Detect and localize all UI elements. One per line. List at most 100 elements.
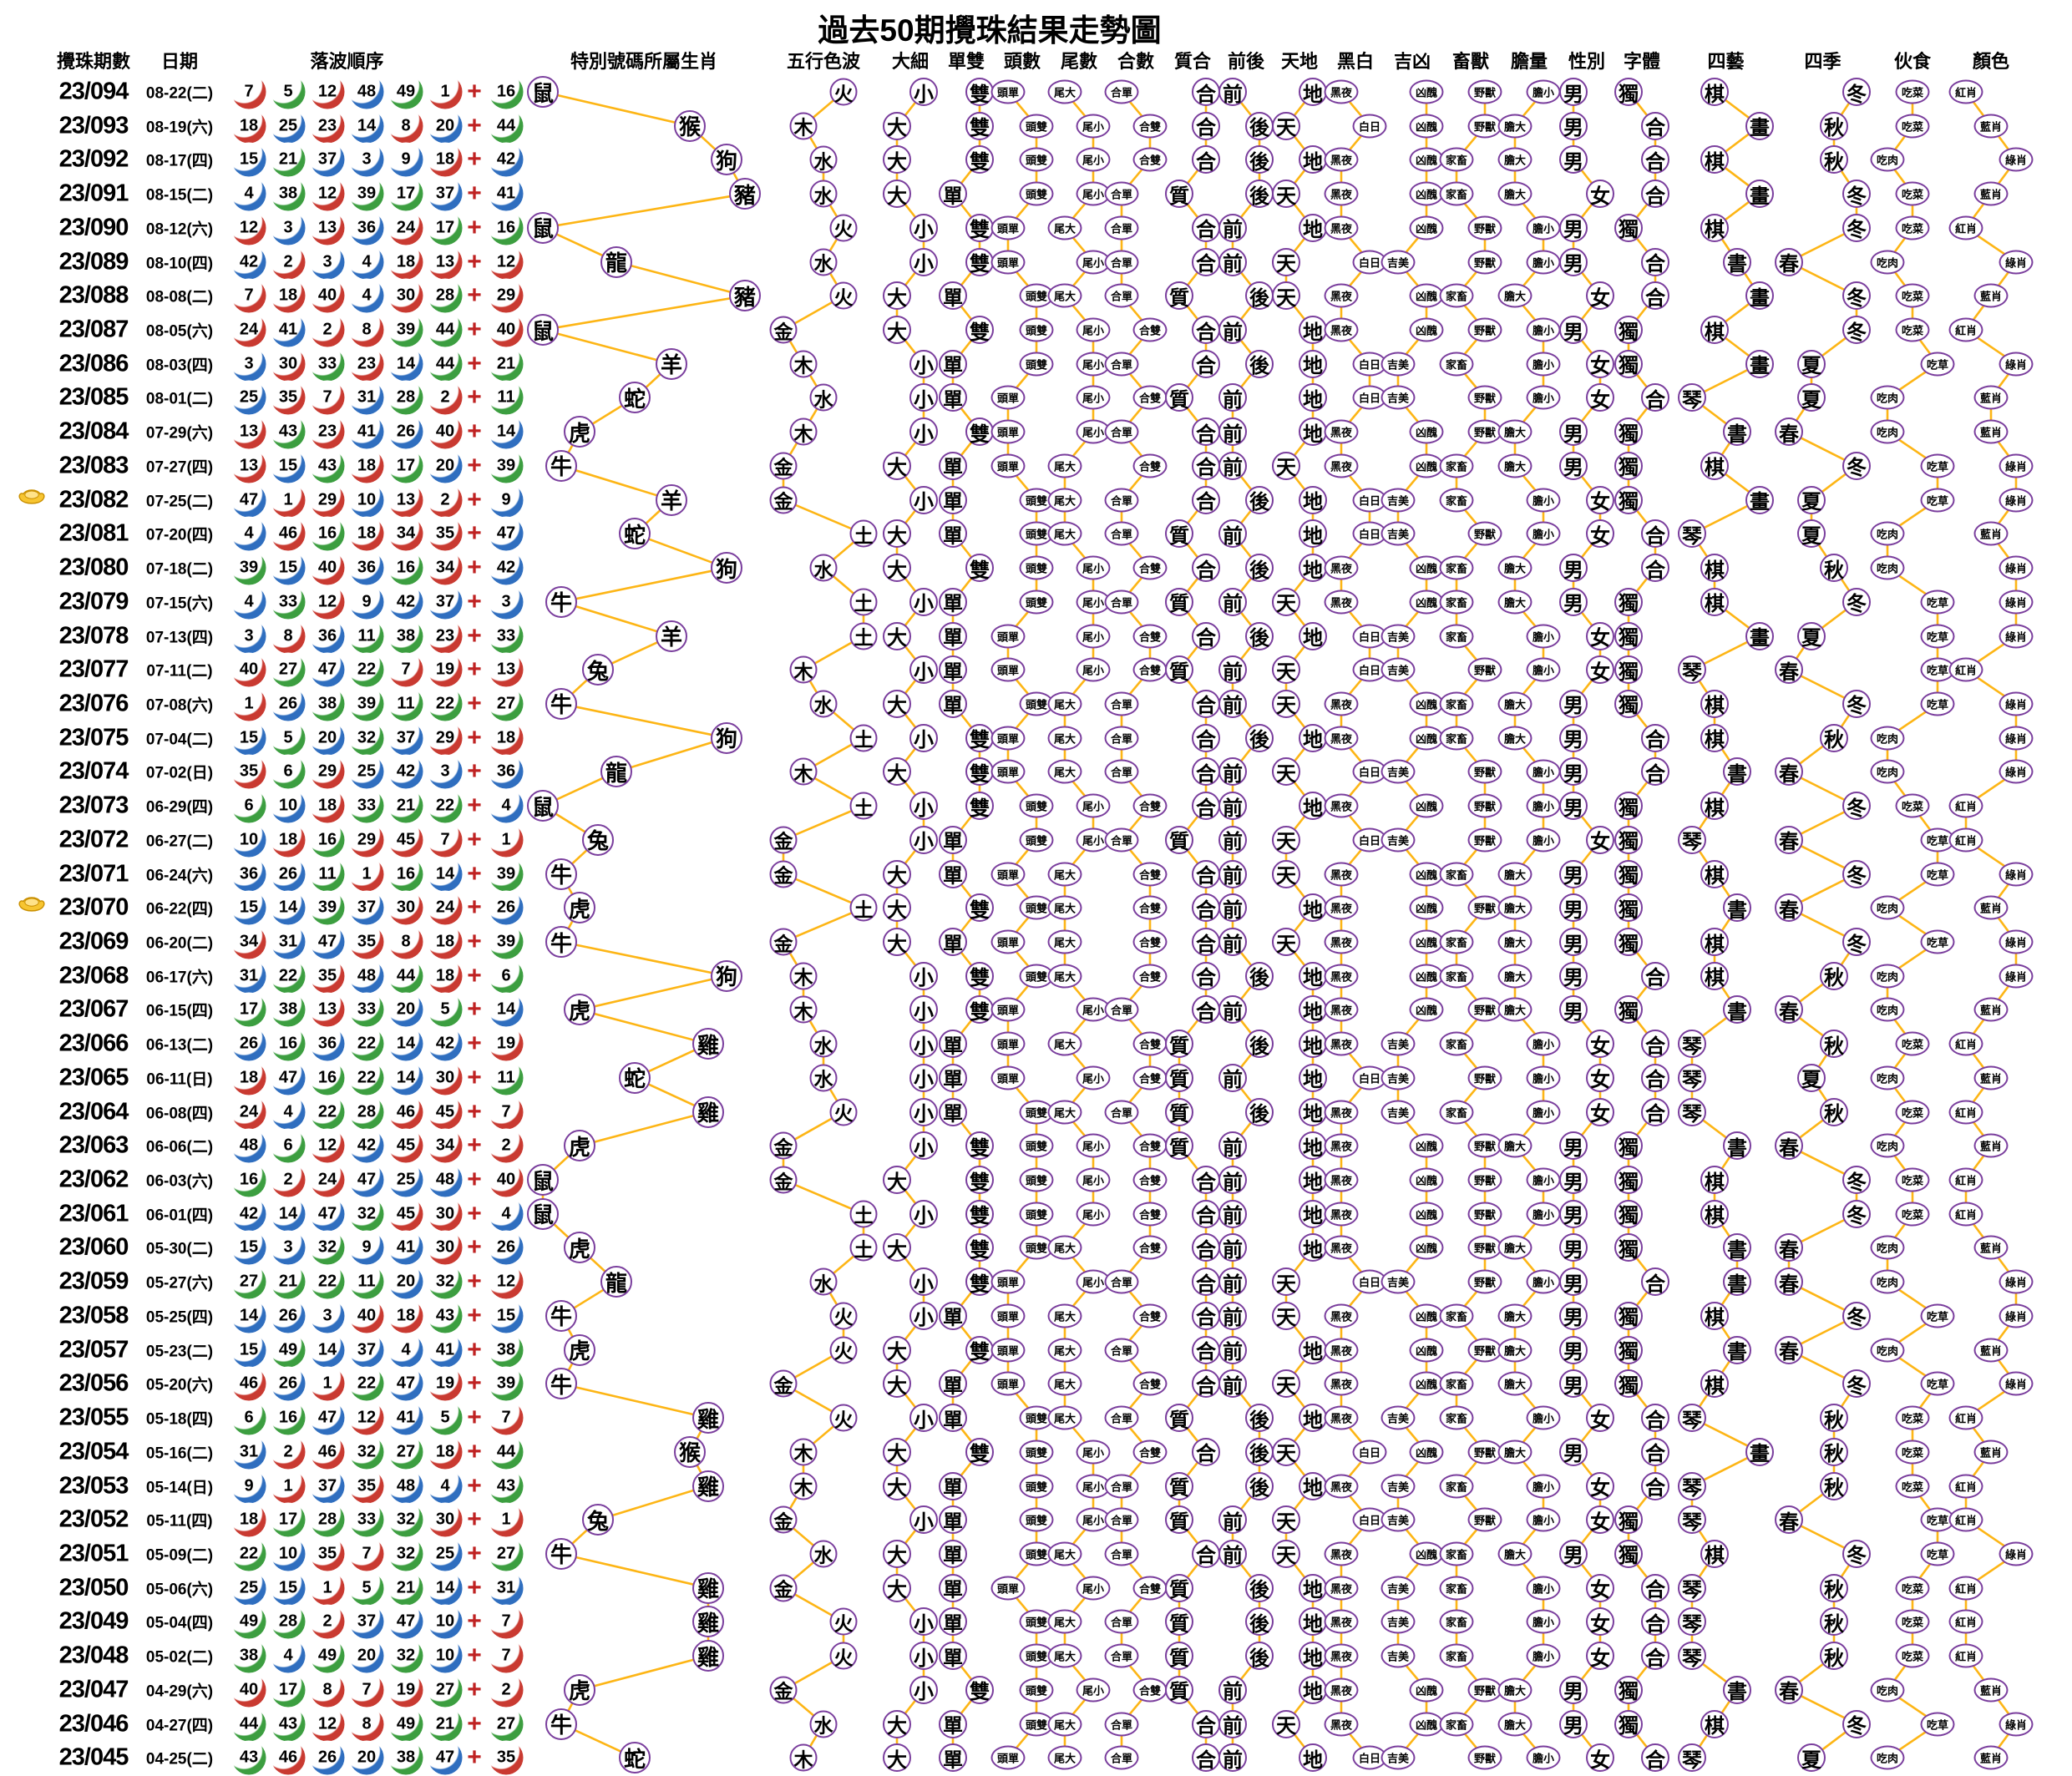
attr-marker-合數: 合雙 — [1132, 1202, 1168, 1227]
special-ball-number: 2 — [489, 1672, 524, 1708]
attr-marker-尾數: 尾大 — [1047, 1609, 1082, 1634]
ball-number: 18 — [428, 924, 463, 959]
ball-number-label: 14 — [278, 1204, 298, 1223]
ball-number-label: 41 — [435, 1340, 455, 1359]
ball-number-label: 14 — [396, 1068, 416, 1087]
ball-number: 4 — [349, 278, 384, 313]
attr-marker-性別: 女 — [1586, 621, 1614, 650]
attr-marker-伙食: 吃草 — [1920, 453, 1955, 478]
ball-number-label: 3 — [322, 252, 332, 271]
ball-number: 18 — [349, 448, 384, 483]
attr-marker-合數: 合單 — [1104, 283, 1139, 308]
attr-marker-單雙: 單 — [939, 859, 967, 888]
draw-number: 23/061 — [58, 1200, 129, 1227]
attr-marker-吉凶: 凶醜 — [1409, 283, 1444, 308]
attr-marker-膽量: 膽大 — [1497, 1440, 1532, 1465]
special-ball-label: 44 — [496, 1442, 516, 1461]
header-顏色: 顏色 — [1972, 51, 2010, 72]
attr-marker-四藝: 書 — [1723, 1131, 1751, 1161]
draw-number: 23/088 — [58, 281, 129, 309]
ball-number-label: 20 — [357, 1646, 377, 1665]
attr-marker-吉凶: 吉美 — [1380, 657, 1416, 682]
ball-number-label: 31 — [239, 966, 259, 985]
ball-number-label: 49 — [396, 1714, 416, 1733]
attr-marker-大細: 大 — [883, 1573, 911, 1602]
ball-number: 1 — [428, 74, 463, 109]
ball-number: 9 — [349, 584, 384, 620]
attr-marker-字體: 獨 — [1614, 792, 1643, 821]
attr-marker-膽量: 膽小 — [1526, 1167, 1561, 1192]
attr-marker-伙食: 吃肉 — [1870, 1269, 1905, 1294]
ball-number-label: 15 — [278, 1578, 298, 1597]
attr-marker-黑白: 黑夜 — [1324, 419, 1359, 444]
attr-marker-吉凶: 凶醜 — [1409, 1167, 1444, 1192]
ball-number: 6 — [231, 788, 266, 823]
attr-marker-吉凶: 凶醜 — [1409, 317, 1444, 342]
header-四藝: 四藝 — [1707, 51, 1745, 72]
special-ball-number: 16 — [489, 210, 524, 245]
attr-marker-尾數: 尾小 — [1076, 317, 1111, 342]
attr-marker-吉凶: 吉美 — [1380, 624, 1416, 649]
ball-number-label: 18 — [278, 830, 298, 849]
attr-marker-單雙: 單 — [939, 1301, 967, 1330]
special-ball-label: 3 — [501, 592, 511, 611]
attr-marker-四藝: 琴 — [1678, 519, 1706, 549]
draw-date: 05-04(四) — [145, 1614, 214, 1632]
ball-number-label: 14 — [239, 1306, 259, 1325]
plus-sign: + — [467, 587, 482, 615]
ball-number: 41 — [388, 1230, 423, 1265]
ball-number-label: 21 — [396, 796, 416, 815]
ball-number: 38 — [388, 1740, 423, 1775]
special-ball-label: 39 — [496, 1374, 516, 1393]
ball-number-label: 15 — [239, 898, 259, 917]
attr-marker-五行色波: 水 — [809, 1064, 838, 1092]
attr-marker-頭數: 頭單 — [990, 419, 1026, 444]
attr-marker-畜獸: 野獸 — [1467, 1677, 1502, 1703]
attr-marker-質合: 合 — [1192, 757, 1220, 787]
attr-marker-字體: 獨 — [1614, 1233, 1643, 1262]
ball-number: 3 — [231, 619, 266, 654]
ball-number: 34 — [231, 924, 266, 959]
attr-marker-吉凶: 吉美 — [1380, 1609, 1416, 1634]
ball-number: 43 — [310, 448, 345, 483]
attr-marker-性別: 男 — [1559, 961, 1588, 990]
ball-number-label: 28 — [278, 1612, 298, 1631]
attr-marker-黑白: 黑夜 — [1324, 1609, 1359, 1634]
attr-marker-吉凶: 吉美 — [1380, 1643, 1416, 1668]
attr-marker-前後: 前 — [1218, 1233, 1247, 1262]
special-ball-number: 39 — [489, 924, 524, 959]
ball-number: 28 — [349, 1095, 384, 1130]
attr-marker-性別: 男 — [1559, 995, 1588, 1025]
ball-number: 35 — [349, 1469, 384, 1504]
attr-marker-四季: 秋 — [1820, 1607, 1848, 1637]
draw-date: 05-09(二) — [145, 1546, 214, 1565]
attr-marker-顏色: 紅肖 — [1948, 1576, 1983, 1601]
ball-number-label: 28 — [357, 1102, 377, 1121]
attr-marker-尾數: 尾大 — [1047, 862, 1082, 887]
ball-number-label: 22 — [435, 796, 455, 815]
attr-marker-尾數: 尾大 — [1047, 1338, 1082, 1363]
ball-number: 16 — [310, 516, 345, 551]
ball-number: 16 — [388, 857, 423, 892]
ball-number: 42 — [388, 584, 423, 620]
attr-marker-大細: 小 — [909, 1131, 938, 1161]
attr-marker-頭數: 頭雙 — [1019, 793, 1054, 818]
ball-number-label: 44 — [435, 354, 455, 373]
attr-marker-四季: 春 — [1775, 247, 1803, 276]
ball-number: 30 — [388, 890, 423, 925]
ball-number-label: 16 — [278, 1034, 298, 1053]
ball-number-label: 13 — [435, 252, 455, 271]
attr-marker-前後: 前 — [1218, 792, 1247, 821]
ball-number: 42 — [231, 245, 266, 280]
attr-marker-頭數: 頭單 — [990, 1269, 1026, 1294]
attr-marker-合數: 合單 — [1104, 1100, 1139, 1125]
special-ball-label: 41 — [496, 184, 516, 203]
ball-number: 18 — [231, 109, 266, 144]
ball-number: 14 — [428, 857, 463, 892]
attr-marker-四藝: 琴 — [1678, 1030, 1706, 1059]
ball-number-label: 4 — [244, 524, 254, 543]
attr-marker-大細: 大 — [883, 1437, 911, 1466]
ball-number: 18 — [428, 142, 463, 177]
attr-marker-膽量: 膽小 — [1526, 352, 1561, 377]
attr-marker-前後: 後 — [1245, 1437, 1274, 1466]
